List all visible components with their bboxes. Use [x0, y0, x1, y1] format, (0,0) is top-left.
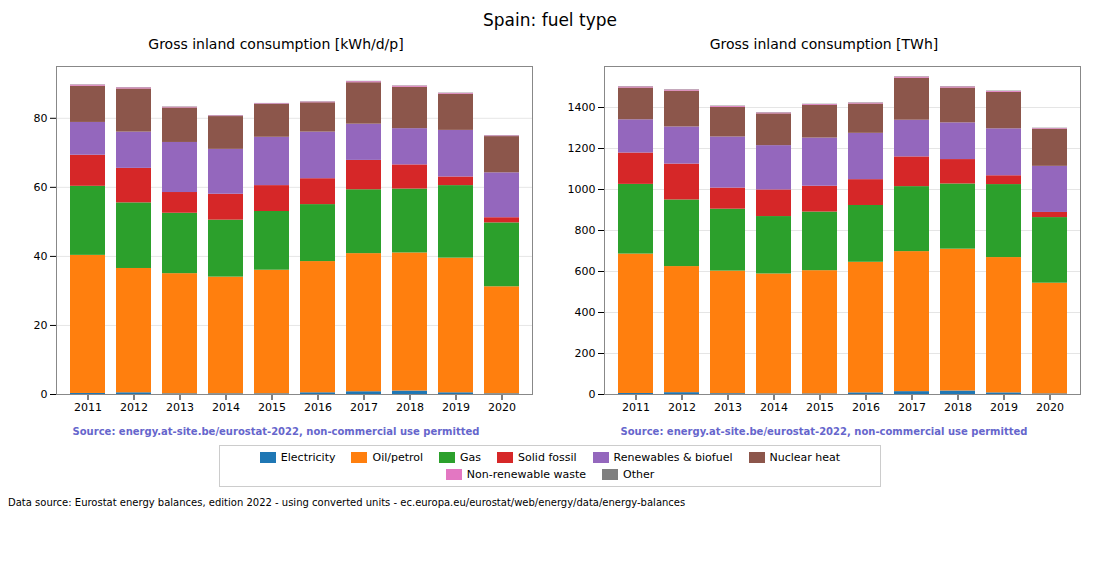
svg-text:2011: 2011: [622, 401, 650, 414]
svg-text:2018: 2018: [396, 401, 424, 414]
html-text:Data source: Eurostat energy b: Data source: Eurostat energy balances, e…: [8, 497, 686, 508]
svg-text:2013: 2013: [714, 401, 742, 414]
svg-text:2017: 2017: [898, 401, 926, 414]
svg-text:0: 0: [41, 388, 48, 401]
svg-text:2012: 2012: [668, 401, 696, 414]
svg-text:400: 400: [575, 306, 596, 319]
svg-text:60: 60: [34, 181, 48, 194]
html-text:Renewables & biofuel: Renewables & biofuel: [613, 451, 733, 464]
svg-text:0: 0: [589, 388, 596, 401]
html-text:Gas: Gas: [460, 451, 482, 464]
svg-text:2019: 2019: [990, 401, 1018, 414]
svg-text:2014: 2014: [760, 401, 788, 414]
svg-text:20: 20: [34, 319, 48, 332]
svg-text:2015: 2015: [258, 401, 286, 414]
svg-text:1000: 1000: [568, 183, 596, 196]
html-text:Source: energy.at-site.be/euro: Source: energy.at-site.be/eurostat-2022,…: [72, 426, 480, 437]
html-text:Oil/petrol: Oil/petrol: [372, 451, 424, 464]
svg-text:80: 80: [34, 112, 48, 125]
svg-text:1200: 1200: [568, 142, 596, 155]
svg-text:2020: 2020: [1036, 401, 1064, 414]
svg-text:2014: 2014: [212, 401, 240, 414]
svg-text:2019: 2019: [442, 401, 470, 414]
svg-text:800: 800: [575, 224, 596, 237]
svg-text:2017: 2017: [350, 401, 378, 414]
html-text:Electricity: Electricity: [280, 451, 336, 464]
html-text:Other: Other: [623, 468, 655, 481]
svg-text:2015: 2015: [806, 401, 834, 414]
html-text:Gross inland consumption [TWh]: Gross inland consumption [TWh]: [709, 36, 939, 52]
html-text:Nuclear heat: Nuclear heat: [769, 451, 841, 464]
html-text:Source: energy.at-site.be/euro: Source: energy.at-site.be/eurostat-2022,…: [620, 426, 1028, 437]
svg-text:2016: 2016: [852, 401, 880, 414]
svg-text:1400: 1400: [568, 101, 596, 114]
html-text:Spain: fuel type: Spain: fuel type: [483, 10, 617, 30]
html-text:Non-renewable waste: Non-renewable waste: [466, 468, 586, 481]
svg-text:2020: 2020: [488, 401, 516, 414]
svg-text:600: 600: [575, 265, 596, 278]
svg-text:2012: 2012: [120, 401, 148, 414]
html-text:Gross inland consumption [kWh/: Gross inland consumption [kWh/d/p]: [148, 36, 404, 52]
svg-text:200: 200: [575, 347, 596, 360]
svg-text:2016: 2016: [304, 401, 332, 414]
svg-text:40: 40: [34, 250, 48, 263]
svg-text:2011: 2011: [74, 401, 102, 414]
html-text:Solid fossil: Solid fossil: [518, 451, 577, 464]
svg-text:2013: 2013: [166, 401, 194, 414]
svg-text:2018: 2018: [944, 401, 972, 414]
